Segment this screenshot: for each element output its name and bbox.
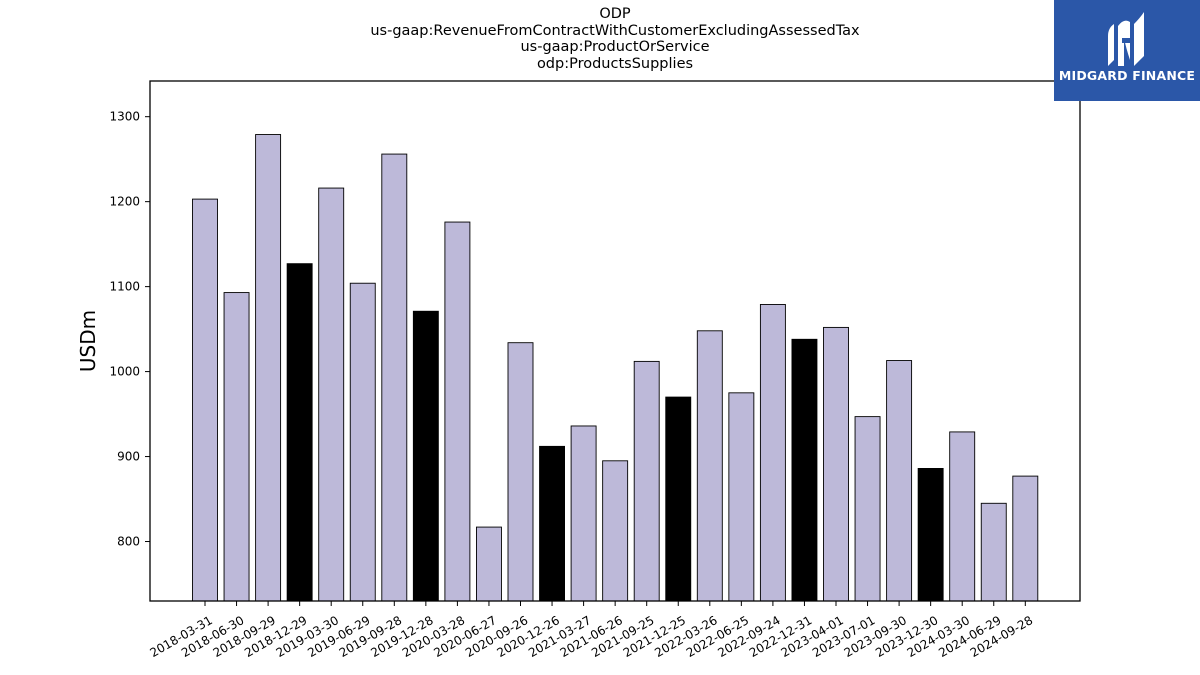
bar-2022-06-25	[728, 392, 755, 602]
bar-2019-03-30	[318, 187, 345, 602]
bar-2021-09-25	[633, 360, 660, 602]
bar-2022-03-26	[696, 330, 723, 602]
bar-2018-12-29	[286, 263, 313, 602]
bars-group	[192, 134, 1039, 602]
bar-2023-12-30	[917, 468, 944, 602]
bar-2023-09-30	[886, 360, 913, 602]
title-line-2: us-gaap:RevenueFromContractWithCustomerE…	[370, 22, 860, 39]
y-axis: 800 900 1000 1100 1200 1300	[109, 110, 150, 549]
bar-2019-12-28	[412, 310, 439, 602]
midgard-finance-logo: MIDGARD FINANCE	[1054, 0, 1200, 101]
bar-2018-09-29	[255, 134, 282, 602]
y-tick-label: 1200	[109, 195, 140, 209]
bar-2020-03-28	[444, 221, 471, 602]
bar-2019-06-29	[349, 282, 376, 602]
bar-2021-12-25	[665, 396, 692, 602]
title-line-4: odp:ProductsSupplies	[536, 55, 694, 72]
plot-frame	[149, 80, 1081, 602]
logo-text: MIDGARD FINANCE	[1058, 68, 1196, 83]
logo-mark-icon	[1108, 12, 1144, 67]
bar-2021-03-27	[570, 425, 597, 602]
bar-2020-06-27	[476, 526, 502, 602]
bar-2021-06-26	[602, 460, 629, 602]
bar-2022-09-24	[759, 304, 786, 602]
y-tick-label: 1100	[109, 280, 140, 294]
title-line-3: us-gaap:ProductOrService	[520, 39, 710, 55]
bar-2018-06-30	[223, 292, 250, 602]
bar-2024-06-29	[980, 502, 1007, 602]
chart-title: ODP us-gaap:RevenueFromContractWithCusto…	[0, 6, 1200, 72]
bar-2022-12-31	[791, 338, 818, 602]
bar-2020-09-26	[507, 342, 534, 602]
y-tick-label: 900	[117, 450, 140, 464]
x-axis: 2018-03-312018-06-302018-09-292018-12-29…	[147, 601, 1035, 660]
y-tick-label: 1000	[109, 365, 140, 379]
bar-2024-03-30	[949, 431, 976, 602]
bar-2020-12-26	[539, 445, 565, 602]
title-line-1: ODP	[599, 6, 631, 22]
bar-2019-09-28	[381, 153, 408, 602]
bar-2023-04-01	[823, 326, 849, 602]
bar-2018-03-31	[192, 198, 218, 602]
bar-2024-09-28	[1012, 475, 1039, 602]
y-axis-label: USDm	[76, 310, 100, 372]
bar-2023-07-01	[854, 416, 881, 602]
y-tick-label: 800	[117, 535, 140, 549]
y-tick-label: 1300	[109, 110, 140, 124]
